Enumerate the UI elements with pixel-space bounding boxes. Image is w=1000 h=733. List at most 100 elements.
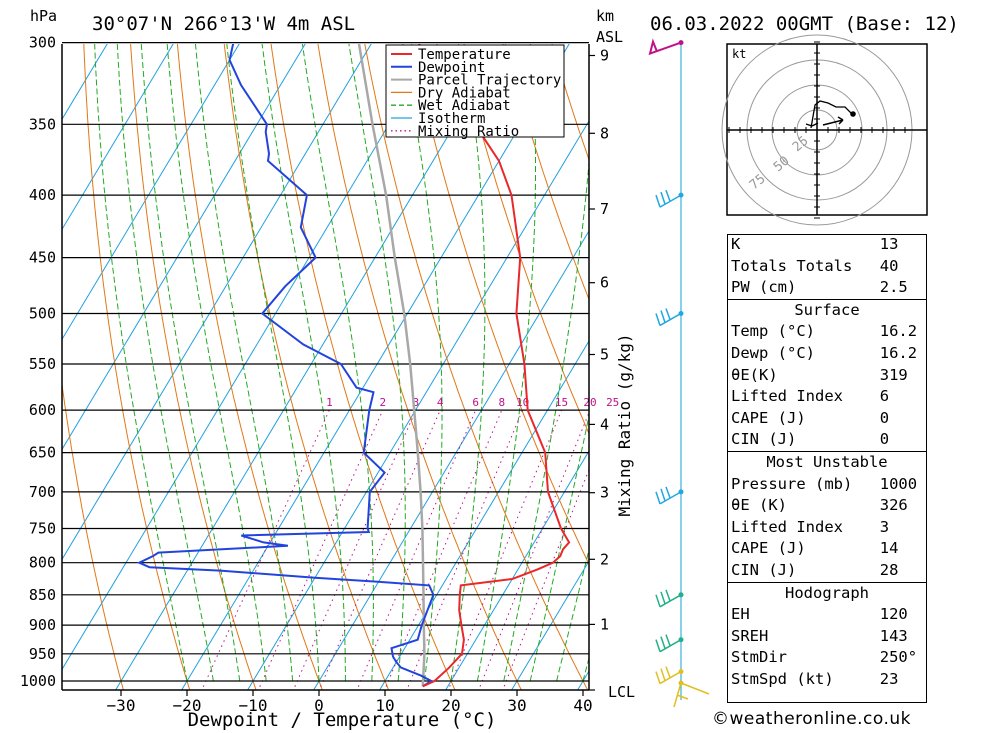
dry-adiabat-line <box>457 44 589 435</box>
hodograph-unit-label: kt <box>732 47 746 61</box>
x-tick-label: −30 <box>107 696 136 715</box>
location-title: 30°07'N 266°13'W 4m ASL <box>92 13 355 35</box>
height-tick-label: 2 <box>600 550 609 568</box>
mixing-ratio-label: 8 <box>498 396 505 409</box>
pressure-tick-label: 600 <box>29 401 56 419</box>
mixing-ratio-label: 1 <box>326 396 333 409</box>
index-row: SREH 143 <box>727 626 927 648</box>
mixing-ratio-label: 10 <box>516 396 529 409</box>
index-row: Temp (°C) 16.2 <box>727 321 927 343</box>
wind-barb <box>648 38 682 56</box>
index-row: PW (cm) 2.5 <box>727 277 927 299</box>
wind-barb <box>655 666 682 685</box>
dry-adiabat-line <box>83 44 191 690</box>
index-row: K 13 <box>727 234 927 256</box>
wet-adiabat-line <box>261 44 346 681</box>
index-label: PW (cm) <box>731 278 797 297</box>
wet-adiabat-line <box>194 44 294 682</box>
hodograph-end-point <box>850 111 856 117</box>
index-value: 40 <box>879 256 899 275</box>
pressure-unit-label: hPa <box>30 7 57 25</box>
mixing-ratio-labels: 1 2 3 4 6 8 10 15 20 25 <box>326 396 619 409</box>
index-label: Lifted Index <box>731 387 843 406</box>
datetime-title: 06.03.2022 00GMT (Base: 12) <box>650 13 959 35</box>
wind-profile <box>648 38 710 708</box>
credit-text: ©weatheronline.co.uk <box>712 709 912 729</box>
wind-barb <box>655 634 682 653</box>
index-value: 13 <box>879 235 899 253</box>
pressure-tick-label: 650 <box>29 444 56 462</box>
mixing-ratio-line <box>406 409 524 690</box>
x-tick-label: −20 <box>173 696 202 715</box>
wet-adiabat-line <box>94 44 188 682</box>
x-tick-label: 20 <box>441 696 460 715</box>
pressure-tick-label: 700 <box>29 483 56 501</box>
index-label: Temp (°C) <box>731 322 815 341</box>
parcel-trajectory-line <box>357 44 426 687</box>
index-row: CIN (J) 0 <box>727 429 927 451</box>
legend-entry: Temperature <box>418 47 511 63</box>
height-unit-sub-label: ASL <box>596 28 623 46</box>
pressure-tick-label: 400 <box>29 186 56 204</box>
wind-barb <box>655 589 682 608</box>
index-row: θE(K) 319 <box>727 365 927 387</box>
pressure-tick-label: 900 <box>29 616 56 634</box>
profiles <box>136 44 571 688</box>
index-label: θE (K) <box>731 496 787 515</box>
wet-adiabat-line <box>140 44 241 682</box>
index-value: 6 <box>879 387 890 406</box>
isotherm-line <box>62 44 240 341</box>
storm-motion-arrow <box>822 116 844 126</box>
lcl-label: LCL <box>608 683 635 701</box>
wind-barb <box>655 189 682 208</box>
index-label: EH <box>731 605 750 624</box>
temperature-line <box>417 44 571 688</box>
dry-adiabat-line <box>970 0 1000 707</box>
index-row: θE (K) 326 <box>727 495 927 517</box>
index-value: 1000 <box>879 474 918 493</box>
index-value: 3 <box>879 517 890 536</box>
index-label: θE(K) <box>731 365 778 384</box>
index-value: 23 <box>879 669 899 688</box>
hodograph-section: Hodograph <box>727 581 927 605</box>
wet-adiabat-line <box>476 44 536 682</box>
pressure-tick-label: 950 <box>29 645 56 663</box>
most-unstable-section-title: Most Unstable <box>727 450 927 474</box>
pressure-tick-label: 550 <box>29 355 56 373</box>
height-tick-label: 9 <box>600 47 609 65</box>
dry-adiabat-line <box>926 0 1000 707</box>
wet-adiabat-line <box>166 44 267 682</box>
x-axis-label: Dewpoint / Temperature (°C) <box>188 709 497 731</box>
pressure-tick-label: 300 <box>29 34 56 52</box>
index-value: 16.2 <box>879 343 918 362</box>
legend-entry: Parcel Trajectory <box>418 73 561 89</box>
index-value: 14 <box>879 539 899 558</box>
surface-section-title: Surface <box>727 298 927 322</box>
index-row: CAPE (J) 0 <box>727 408 927 430</box>
wet-adiabat-line <box>301 44 374 682</box>
wet-adiabat-line <box>503 157 589 682</box>
legend-entry: Isotherm <box>418 111 485 127</box>
mixing-ratio-label: 3 <box>413 396 420 409</box>
index-label: CAPE (J) <box>731 408 806 427</box>
dry-adiabat-line <box>130 44 257 690</box>
index-value: 0 <box>879 430 890 449</box>
pressure-tick-label: 750 <box>29 520 56 538</box>
index-value: 326 <box>879 496 908 515</box>
isobars <box>62 41 589 682</box>
x-tick-label: 30 <box>507 696 526 715</box>
isotherm-line <box>511 560 589 690</box>
mixing-ratio-line <box>478 411 589 690</box>
hodograph-arrow <box>805 122 819 127</box>
legend-entry: Dewpoint <box>418 60 485 76</box>
wet-adiabat-line <box>450 44 486 682</box>
index-row: Totals Totals 40 <box>727 256 927 278</box>
mixing-ratio-axis-label: Mixing Ratio (g/kg) <box>615 333 634 516</box>
index-row: StmDir 250° <box>727 647 927 669</box>
mixing-ratio-label: 15 <box>555 396 568 409</box>
dewpoint-line <box>136 44 435 688</box>
index-row: Dewp (°C) 16.2 <box>727 343 927 365</box>
isotherm-line <box>313 229 589 690</box>
wind-barb <box>655 486 682 505</box>
